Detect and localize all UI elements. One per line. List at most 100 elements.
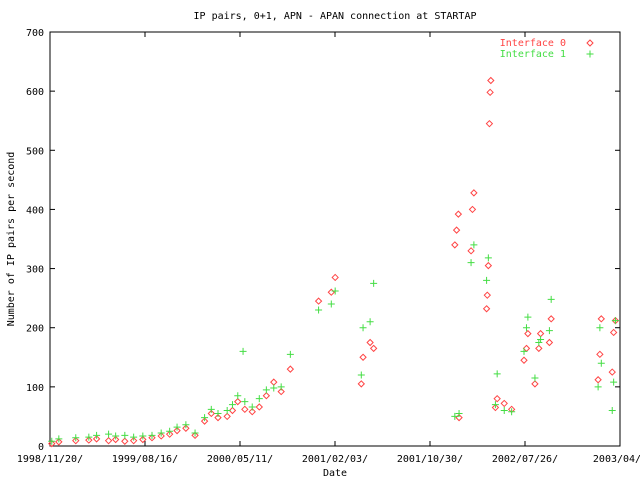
point-interface-0 (148, 434, 156, 442)
point-interface-1 (359, 324, 367, 332)
chart-title: IP pairs, 0+1, APN - APAN connection at … (194, 11, 477, 22)
point-interface-1 (594, 383, 602, 391)
point-interface-0 (255, 403, 264, 411)
point-interface-0 (545, 338, 554, 347)
point-interface-0 (594, 376, 602, 384)
point-interface-1 (55, 435, 63, 443)
point-interface-0 (483, 291, 492, 299)
point-interface-1 (223, 407, 231, 415)
point-interface-0 (331, 273, 339, 282)
point-interface-1 (508, 408, 516, 416)
point-interface-1 (537, 336, 545, 344)
y-tick-label: 200 (26, 324, 44, 335)
x-tick-label: 2003/04/2 (593, 454, 640, 465)
x-tick-label: 1999/08/16/ (112, 454, 178, 465)
point-interface-0 (182, 424, 190, 432)
point-interface-1 (182, 421, 190, 429)
plot-frame (49, 31, 621, 447)
point-interface-1 (241, 398, 249, 406)
point-interface-1 (262, 386, 270, 394)
point-interface-0 (72, 436, 80, 445)
x-tick-label: 2000/05/11/ (207, 454, 273, 465)
point-interface-1 (611, 317, 619, 325)
point-interface-1 (173, 423, 181, 431)
point-interface-0 (111, 435, 120, 444)
point-interface-1 (234, 392, 242, 400)
x-tick-label: 2001/02/03/ (302, 454, 368, 465)
y-tick-label: 0 (38, 442, 44, 453)
point-interface-0 (314, 297, 323, 305)
point-interface-0 (234, 397, 242, 406)
point-interface-1 (522, 324, 530, 332)
point-interface-1 (315, 306, 323, 314)
point-interface-0 (200, 417, 209, 425)
point-interface-0 (277, 387, 285, 396)
y-tick-label: 400 (26, 205, 44, 216)
y-tick-label: 300 (26, 265, 44, 276)
point-interface-0 (129, 436, 138, 445)
point-interface-0 (484, 261, 493, 270)
point-interface-1 (470, 241, 478, 249)
y-axis: 0 100 200 300 400 500 600 700 (26, 28, 620, 453)
point-interface-0 (470, 189, 478, 197)
y-axis-label: Number of IP pairs per second (6, 152, 17, 327)
point-interface-1 (248, 403, 256, 411)
point-interface-0 (248, 407, 256, 416)
point-interface-1 (112, 432, 120, 440)
point-interface-1 (48, 437, 56, 445)
x-tick-label: 2002/07/26/ (492, 454, 558, 465)
point-interface-0 (228, 406, 237, 415)
point-interface-0 (55, 438, 63, 446)
legend-marker-interface-1 (586, 50, 594, 58)
point-interface-1 (270, 384, 278, 392)
point-interface-0 (597, 315, 606, 323)
point-interface-0 (157, 432, 165, 440)
point-interface-1 (228, 401, 236, 409)
legend: Interface 0 Interface 1 (500, 38, 594, 60)
point-interface-0 (609, 328, 618, 337)
point-interface-1 (597, 359, 605, 367)
point-interface-1 (545, 327, 553, 335)
point-interface-1 (484, 254, 492, 262)
point-interface-0 (286, 365, 295, 373)
point-interface-1 (493, 370, 501, 378)
point-interface-1 (327, 300, 335, 308)
point-interface-1 (93, 431, 101, 439)
point-interface-0 (535, 344, 543, 353)
point-interface-0 (482, 305, 491, 313)
point-interface-0 (357, 380, 366, 388)
point-interface-0 (452, 226, 461, 234)
point-interface-1 (483, 276, 491, 284)
point-interface-0 (487, 76, 495, 85)
point-interface-0 (327, 288, 336, 296)
point-interface-0 (173, 426, 181, 435)
point-interface-0 (524, 329, 532, 338)
point-interface-0 (486, 88, 494, 97)
point-interface-1 (608, 407, 616, 415)
point-interface-0 (262, 392, 271, 400)
point-interface-0 (121, 437, 129, 445)
point-interface-0 (454, 210, 463, 218)
y-tick-label: 600 (26, 87, 44, 98)
point-interface-1 (85, 433, 93, 441)
point-interface-0 (500, 399, 508, 408)
legend-label-interface-0: Interface 0 (500, 38, 566, 49)
point-interface-1 (455, 409, 463, 417)
y-tick-label: 700 (26, 28, 44, 39)
point-interface-0 (536, 329, 545, 338)
point-interface-0 (85, 436, 93, 444)
point-interface-1 (139, 432, 147, 440)
point-interface-1 (277, 383, 285, 391)
point-interface-1 (491, 401, 499, 409)
point-interface-1 (467, 259, 475, 267)
point-interface-0 (531, 380, 539, 388)
point-interface-1 (166, 427, 174, 435)
point-interface-0 (485, 119, 494, 128)
legend-marker-interface-0 (586, 39, 594, 47)
point-interface-1 (286, 350, 294, 358)
point-interface-1 (239, 347, 247, 355)
x-axis: 1998/11/20/1999/08/16/2000/05/11/2001/02… (17, 32, 640, 465)
y-tick-label: 500 (26, 146, 44, 157)
x-tick-label: 2001/10/30/ (397, 454, 463, 465)
